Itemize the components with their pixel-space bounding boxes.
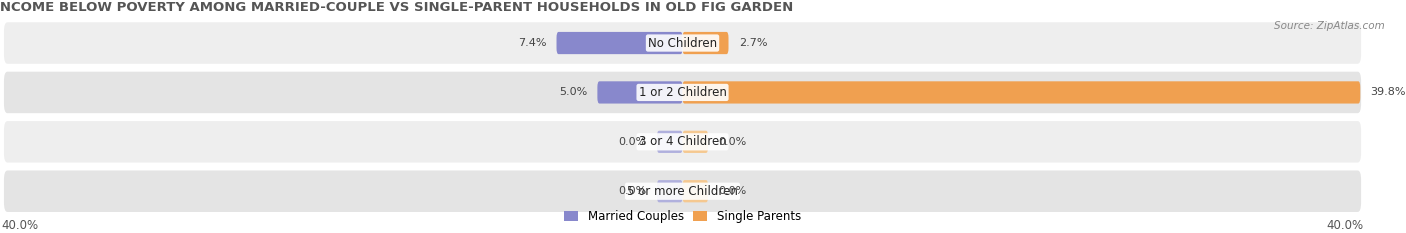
Text: 0.0%: 0.0% <box>718 186 747 196</box>
Text: 40.0%: 40.0% <box>1 219 38 232</box>
FancyBboxPatch shape <box>682 32 728 54</box>
Text: 40.0%: 40.0% <box>1326 219 1364 232</box>
FancyBboxPatch shape <box>682 81 1360 103</box>
FancyBboxPatch shape <box>598 81 682 103</box>
Text: 0.0%: 0.0% <box>619 186 647 196</box>
Text: 2.7%: 2.7% <box>738 38 768 48</box>
Text: Source: ZipAtlas.com: Source: ZipAtlas.com <box>1274 21 1385 31</box>
Text: 0.0%: 0.0% <box>619 137 647 147</box>
FancyBboxPatch shape <box>4 121 1361 163</box>
Text: No Children: No Children <box>648 37 717 50</box>
Text: 0.0%: 0.0% <box>718 137 747 147</box>
FancyBboxPatch shape <box>4 22 1361 64</box>
Text: INCOME BELOW POVERTY AMONG MARRIED-COUPLE VS SINGLE-PARENT HOUSEHOLDS IN OLD FIG: INCOME BELOW POVERTY AMONG MARRIED-COUPL… <box>0 1 793 14</box>
Text: 5 or more Children: 5 or more Children <box>627 185 738 198</box>
FancyBboxPatch shape <box>4 72 1361 113</box>
FancyBboxPatch shape <box>682 180 709 202</box>
Text: 3 or 4 Children: 3 or 4 Children <box>638 135 727 148</box>
Legend: Married Couples, Single Parents: Married Couples, Single Parents <box>560 205 806 228</box>
FancyBboxPatch shape <box>682 131 709 153</box>
Text: 39.8%: 39.8% <box>1371 87 1406 97</box>
Text: 7.4%: 7.4% <box>517 38 547 48</box>
FancyBboxPatch shape <box>657 131 682 153</box>
Text: 5.0%: 5.0% <box>560 87 588 97</box>
FancyBboxPatch shape <box>557 32 682 54</box>
FancyBboxPatch shape <box>657 180 682 202</box>
Text: 1 or 2 Children: 1 or 2 Children <box>638 86 727 99</box>
FancyBboxPatch shape <box>4 171 1361 212</box>
